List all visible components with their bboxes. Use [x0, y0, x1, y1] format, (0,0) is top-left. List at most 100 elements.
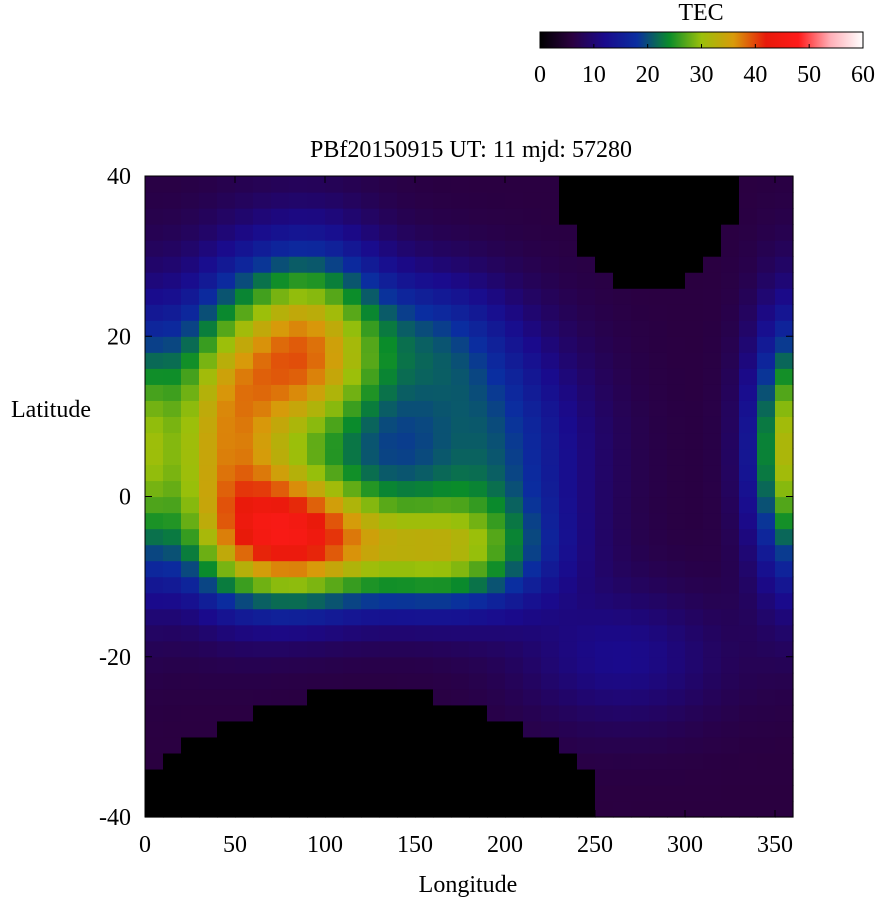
heatmap-cell [703, 544, 722, 562]
heatmap-cell [631, 256, 650, 273]
heatmap-cell [325, 208, 344, 225]
heatmap-cell [397, 672, 416, 690]
heatmap-cell [379, 432, 398, 450]
heatmap-cell [415, 688, 434, 706]
heatmap-cell [685, 320, 704, 337]
heatmap-cell [523, 768, 542, 786]
heatmap-cell [199, 768, 218, 786]
heatmap-cell [685, 512, 704, 530]
heatmap-cell [325, 368, 344, 385]
heatmap-cell [595, 416, 614, 434]
heatmap-cell [199, 800, 218, 818]
x-tick-label: 350 [757, 832, 793, 858]
heatmap-cell [217, 192, 236, 209]
heatmap-cell [505, 704, 524, 722]
heatmap-cell [613, 336, 632, 353]
heatmap-cell [739, 704, 758, 722]
heatmap-cell [289, 800, 308, 818]
heatmap-cell [541, 400, 560, 417]
heatmap-cell [487, 432, 506, 450]
heatmap-cell [325, 688, 344, 706]
heatmap-cell [505, 416, 524, 434]
heatmap-cell [631, 560, 650, 578]
heatmap-cell [235, 272, 254, 289]
heatmap-cell [235, 784, 254, 802]
heatmap-cell [577, 208, 596, 225]
heatmap-cell [775, 688, 794, 706]
heatmap-cell [667, 544, 686, 562]
heatmap-cell [415, 240, 434, 257]
heatmap-cell [613, 656, 632, 674]
heatmap-cell [289, 176, 308, 193]
heatmap-cell [361, 288, 380, 305]
heatmap-cell [271, 352, 290, 369]
heatmap-cell [433, 720, 452, 738]
heatmap-cell [415, 336, 434, 353]
heatmap-cell [379, 784, 398, 802]
heatmap-cell [721, 416, 740, 434]
heatmap-cell [631, 752, 650, 770]
heatmap-cell [325, 400, 344, 417]
heatmap-cell [361, 560, 380, 578]
heatmap-cell [253, 640, 272, 658]
heatmap-cell [595, 208, 614, 225]
heatmap-cell [469, 224, 488, 241]
heatmap-cell [397, 304, 416, 321]
heatmap-cell [577, 272, 596, 289]
heatmap-cell [523, 688, 542, 706]
heatmap-cell [559, 624, 578, 642]
heatmap-cell [379, 448, 398, 466]
heatmap-cell [397, 528, 416, 546]
heatmap-cell [325, 224, 344, 241]
heatmap-cell [325, 768, 344, 786]
heatmap-cell [739, 176, 758, 193]
heatmap-cell [631, 368, 650, 385]
heatmap-cell [361, 752, 380, 770]
heatmap-cell [181, 288, 200, 305]
heatmap-cell [685, 208, 704, 225]
heatmap-cell [451, 688, 470, 706]
heatmap-cell [379, 592, 398, 610]
heatmap-cell [775, 576, 794, 594]
heatmap-cell [685, 288, 704, 305]
heatmap-cell [775, 560, 794, 578]
heatmap-cell [469, 496, 488, 514]
heatmap-cell [289, 288, 308, 305]
heatmap-cell [361, 240, 380, 257]
heatmap-cell [379, 704, 398, 722]
heatmap-cell [307, 784, 326, 802]
heatmap-cell [721, 704, 740, 722]
heatmap-cell [451, 336, 470, 353]
heatmap-cell [271, 608, 290, 626]
heatmap-cell [145, 768, 164, 786]
heatmap-cell [685, 464, 704, 482]
heatmap-cell [595, 272, 614, 289]
heatmap-cell [685, 304, 704, 321]
heatmap-cell [721, 192, 740, 209]
heatmap-cell [307, 192, 326, 209]
heatmap-cell [649, 752, 668, 770]
heatmap-cell [469, 208, 488, 225]
heatmap-cell [163, 368, 182, 385]
heatmap-cell [685, 496, 704, 514]
heatmap-cell [343, 480, 362, 498]
heatmap-cell [523, 800, 542, 818]
heatmap-cell [325, 640, 344, 658]
heatmap-cell [325, 448, 344, 466]
heatmap-cell [217, 560, 236, 578]
heatmap-cell [307, 560, 326, 578]
heatmap-cell [721, 448, 740, 466]
heatmap-cell [685, 736, 704, 754]
heatmap-cell [469, 464, 488, 482]
heatmap-cell [343, 576, 362, 594]
heatmap-cell [433, 544, 452, 562]
heatmap-cell [649, 784, 668, 802]
heatmap-cell [325, 192, 344, 209]
heatmap-cell [307, 640, 326, 658]
heatmap-cell [181, 256, 200, 273]
heatmap-cell [505, 672, 524, 690]
heatmap-cell [595, 512, 614, 530]
heatmap-cell [757, 560, 776, 578]
heatmap-cell [433, 176, 452, 193]
